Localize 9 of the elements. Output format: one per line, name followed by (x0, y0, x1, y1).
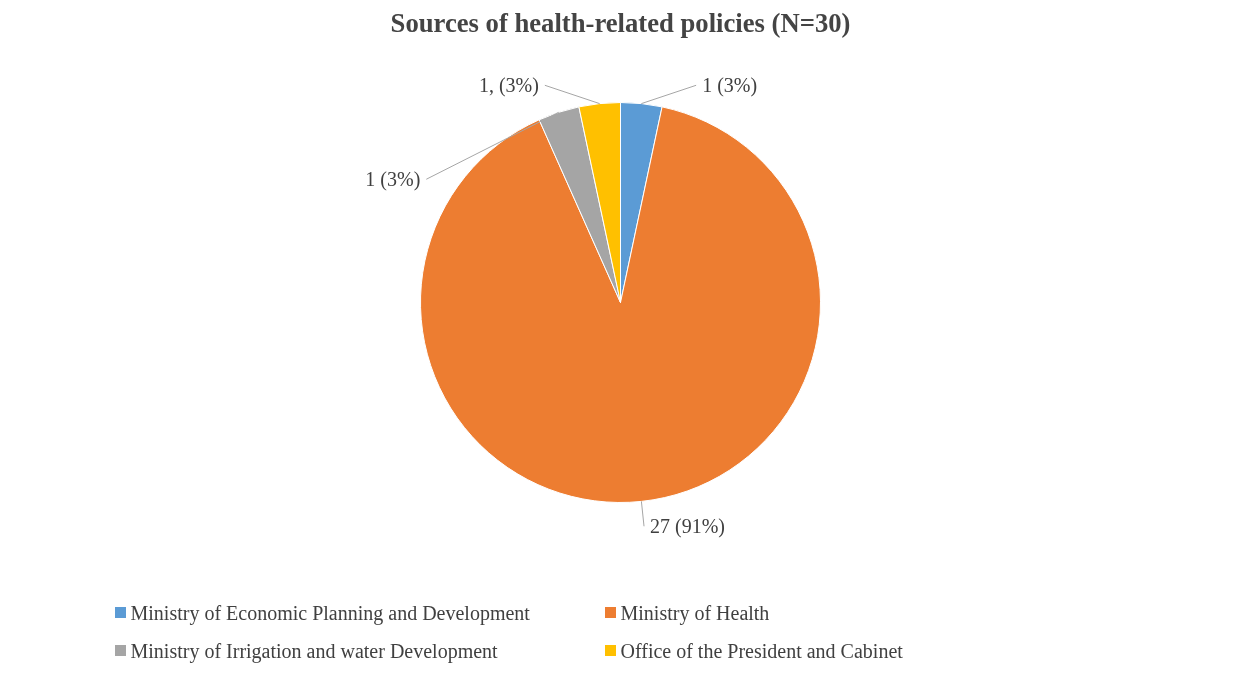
legend-label: Ministry of Health (620, 601, 770, 625)
legend-label: Ministry of Economic Planning and Development (130, 601, 531, 625)
chart-title: Sources of health-related policies (N=30) (390, 7, 851, 38)
data-label: 1, (3%) (478, 74, 539, 98)
data-label: 27 (91%) (650, 515, 725, 539)
data-label: 1 (3%) (702, 74, 758, 98)
data-label: 1 (3%) (365, 168, 421, 192)
legend-label: Office of the President and Cabinet (620, 639, 904, 662)
legend-label: Ministry of Irrigation and water Development (130, 639, 499, 663)
